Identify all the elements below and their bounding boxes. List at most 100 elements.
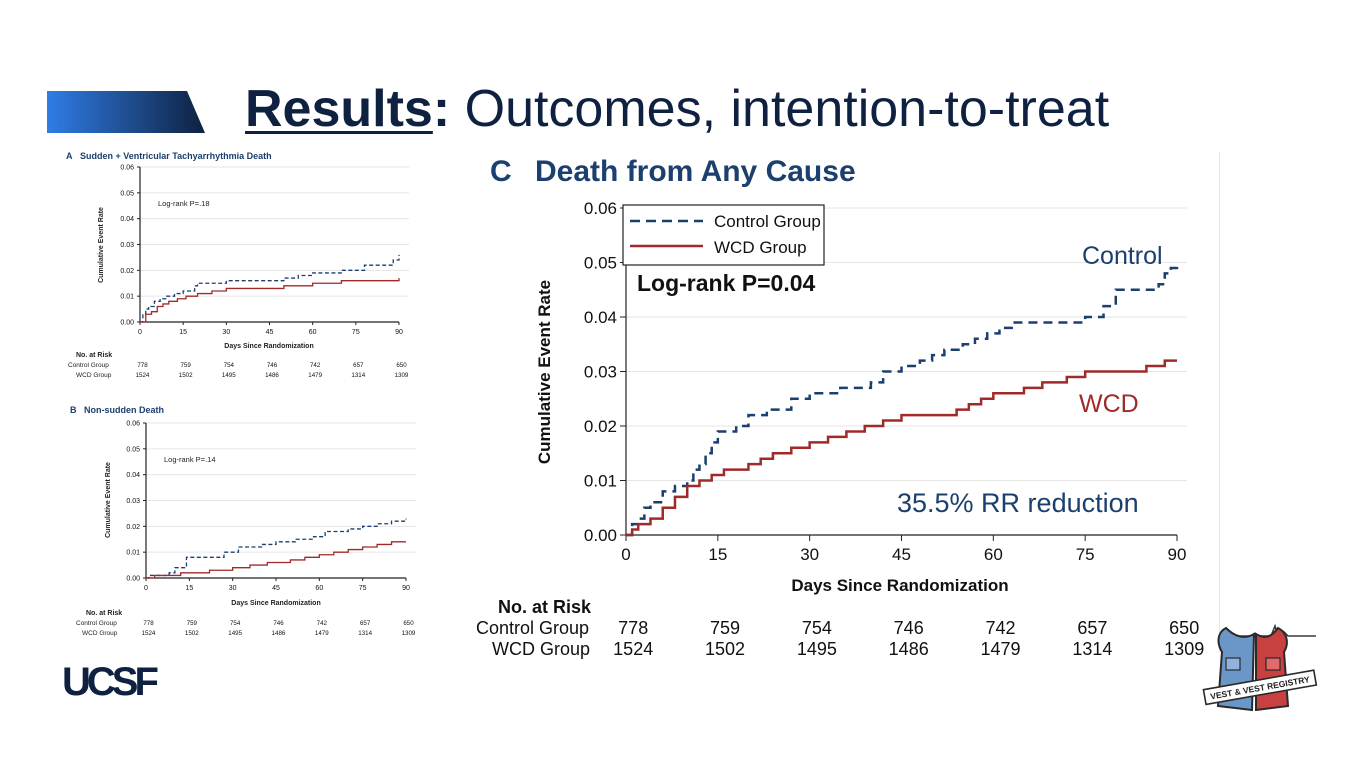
- slide-title-results: Results: [245, 80, 433, 138]
- registry-banner: [1202, 669, 1318, 706]
- slide-title-rest: Outcomes, intention-to-treat: [450, 80, 1110, 138]
- risk-table-cell: 778: [143, 620, 154, 627]
- series-line-control: [140, 254, 400, 323]
- risk-table-cell: 1495: [222, 372, 236, 379]
- risk-table-cell: 746: [267, 362, 278, 369]
- legend-wcd-label: WCD Group: [714, 238, 807, 257]
- risk-table-cell: 657: [1077, 618, 1107, 638]
- panel-b-annotation: Log-rank P=.14: [164, 455, 216, 464]
- y-tick-label: 0.04: [584, 308, 617, 327]
- vest-pocket-left: [1225, 657, 1241, 671]
- panel-c-divider: [1219, 152, 1220, 652]
- panel-a-xlabel: Days Since Randomization: [224, 343, 313, 350]
- y-tick-label: 0.04: [126, 472, 140, 479]
- risk-table-cell: 742: [317, 620, 328, 627]
- panel-c-legend: Control Group WCD Group: [622, 204, 825, 266]
- y-tick-label: 0.02: [584, 417, 617, 436]
- y-tick-label: 0.00: [120, 319, 134, 326]
- risk-table-cell: 1314: [1072, 639, 1112, 659]
- panel-b-title: Non-sudden Death: [84, 405, 164, 415]
- series-line-control: [146, 518, 407, 579]
- y-tick-label: 0.01: [126, 550, 140, 557]
- risk-table-cell: 1309: [395, 372, 409, 379]
- risk-table-cell: 1524: [613, 639, 653, 659]
- chart-panel-b: B Non-sudden Death Log-rank P=.14 Cumula…: [70, 405, 416, 637]
- risk-table-cell: 1309: [1164, 639, 1204, 659]
- y-tick-label: 0.03: [126, 498, 140, 505]
- x-tick-label: 30: [800, 545, 819, 564]
- y-tick-label: 0.03: [120, 242, 134, 249]
- risk-table-cell: 1502: [705, 639, 745, 659]
- panel-a-label: A: [66, 151, 73, 161]
- x-tick-label: 75: [359, 585, 367, 592]
- slide-title: Results: Outcomes, intention-to-treat: [245, 76, 1109, 142]
- risk-table-cell: 657: [353, 362, 364, 369]
- x-tick-label: 15: [185, 585, 193, 592]
- x-tick-label: 45: [272, 585, 280, 592]
- risk-table-cell: 1524: [136, 372, 150, 379]
- panel-a-risk-label-control: Control Group: [68, 362, 109, 369]
- x-tick-label: 45: [892, 545, 911, 564]
- risk-table-cell: 1479: [308, 372, 322, 379]
- x-tick-label: 90: [1168, 545, 1187, 564]
- chart-panel-c: C Death from Any Cause Cumulative Event …: [476, 155, 1204, 659]
- panel-a-risk-table: No. at Risk Control Group WCD Group 778 7…: [68, 352, 409, 379]
- x-tick-label: 0: [621, 545, 630, 564]
- panel-c-xlabel: Days Since Randomization: [791, 576, 1008, 595]
- risk-table-cell: 1524: [142, 630, 156, 637]
- panel-a-risk-label-wcd: WCD Group: [76, 372, 112, 379]
- risk-table-cell: 650: [403, 620, 414, 627]
- panel-c-risk-table: No. at Risk Control Group WCD Group 778 7…: [476, 597, 1204, 659]
- x-tick-label: 90: [402, 585, 410, 592]
- risk-table-cell: 746: [273, 620, 284, 627]
- panel-a-risk-header: No. at Risk: [76, 352, 112, 359]
- y-tick-label: 0.02: [120, 268, 134, 275]
- risk-table-cell: 1309: [402, 630, 416, 637]
- x-tick-label: 75: [1076, 545, 1095, 564]
- risk-table-cell: 778: [618, 618, 648, 638]
- risk-table-cell: 742: [986, 618, 1016, 638]
- panel-b-risk-label-control: Control Group: [76, 620, 117, 627]
- panel-b-risk-label-wcd: WCD Group: [82, 630, 118, 637]
- risk-table-cell: 1314: [358, 630, 372, 637]
- panel-c-risk-label-control: Control Group: [476, 618, 589, 638]
- y-tick-label: 0.00: [126, 575, 140, 582]
- risk-table-cell: 759: [180, 362, 191, 369]
- panel-b-risk-table: No. at Risk Control Group WCD Group 778 7…: [76, 610, 416, 637]
- x-tick-label: 0: [144, 585, 148, 592]
- panel-b-label: B: [70, 405, 77, 415]
- risk-table-cell: 650: [1169, 618, 1199, 638]
- chart-panel-a: A Sudden + Ventricular Tachyarrhythmia D…: [66, 151, 409, 379]
- panel-c-annotation: Log-rank P=0.04: [637, 270, 816, 296]
- ucsf-logo: UCSF: [62, 660, 161, 704]
- x-tick-label: 15: [179, 329, 187, 336]
- risk-table-cell: 1479: [981, 639, 1021, 659]
- y-tick-label: 0.00: [584, 526, 617, 545]
- panel-c-risk-header: No. at Risk: [498, 597, 592, 617]
- x-tick-label: 15: [708, 545, 727, 564]
- risk-table-cell: 650: [396, 362, 407, 369]
- risk-table-cell: 1502: [185, 630, 199, 637]
- y-tick-label: 0.01: [584, 471, 617, 490]
- panel-b-xlabel: Days Since Randomization: [231, 600, 320, 607]
- title-banner: [47, 91, 205, 133]
- y-tick-label: 0.02: [126, 524, 140, 531]
- risk-table-cell: 742: [310, 362, 321, 369]
- risk-table-cell: 657: [360, 620, 371, 627]
- risk-table-cell: 746: [894, 618, 924, 638]
- risk-table-cell: 759: [710, 618, 740, 638]
- y-tick-label: 0.06: [584, 199, 617, 218]
- risk-table-cell: 778: [137, 362, 148, 369]
- panel-a-ylabel: Cumulative Event Rate: [98, 207, 105, 283]
- y-tick-label: 0.05: [126, 446, 140, 453]
- x-tick-label: 30: [222, 329, 230, 336]
- x-tick-label: 60: [984, 545, 1003, 564]
- vest-pocket-right: [1265, 657, 1281, 671]
- y-tick-label: 0.01: [120, 294, 134, 301]
- legend-control-label: Control Group: [714, 212, 821, 231]
- x-tick-label: 0: [138, 329, 142, 336]
- series-line-control: [626, 262, 1179, 537]
- risk-table-cell: 1486: [265, 372, 279, 379]
- panel-c-label: C: [490, 155, 512, 188]
- x-tick-label: 60: [315, 585, 323, 592]
